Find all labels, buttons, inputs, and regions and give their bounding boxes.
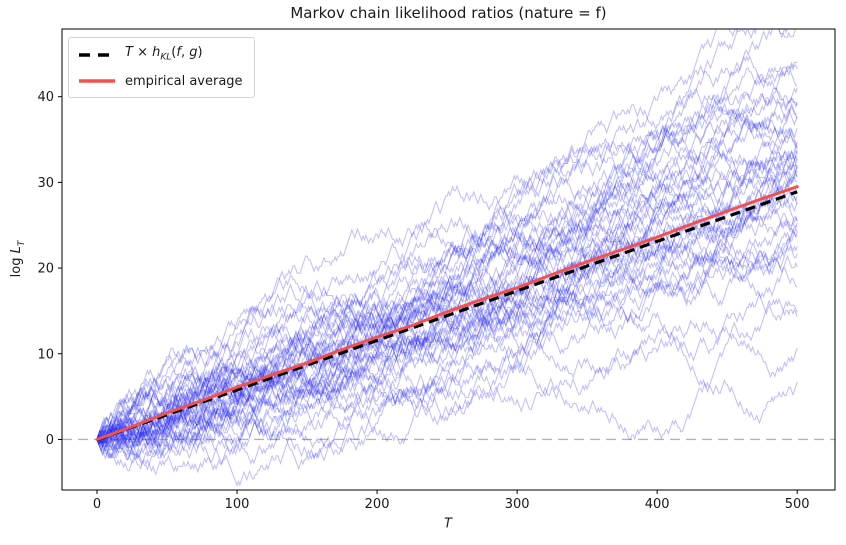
math-sub-KL: KL [160, 52, 172, 63]
trajectory-path [96, 193, 798, 444]
trajectory-path [96, 87, 798, 440]
trajectory-path [96, 158, 798, 444]
y-tick-label: 0 [46, 433, 54, 448]
trajectory-path [96, 105, 798, 472]
trajectory-path [97, 150, 798, 460]
trajectory-path [96, 64, 798, 448]
trajectory-path [96, 216, 798, 487]
trajectory-path [97, 166, 798, 456]
trajectory-path [97, 120, 798, 460]
trajectory-path [96, 360, 798, 448]
math-T: T [125, 45, 133, 60]
trajectory-path [96, 251, 798, 449]
x-tick-label: 400 [645, 497, 670, 512]
trajectory-path [96, 156, 798, 440]
legend-entry-theory: T × hKL(f, g) [78, 44, 243, 67]
x-axis-label: T [444, 516, 452, 532]
trajectory-path [96, 101, 798, 442]
trajectory-path [96, 225, 798, 459]
trajectory-path [96, 115, 798, 453]
math-paren-open: ( [171, 45, 177, 60]
chart-title: Markov chain likelihood ratios (nature =… [290, 4, 607, 22]
trajectory-path [97, 228, 798, 457]
trajectory-path [96, 198, 798, 440]
x-tick-label: 0 [93, 497, 101, 512]
trajectory-path [96, 87, 798, 452]
legend: T × hKL(f, g) empirical average [68, 37, 255, 98]
y-axis-label: log LT [9, 241, 27, 278]
y-tick-label: 10 [37, 347, 54, 362]
math-f: f [176, 45, 181, 60]
y-tick-label: 20 [37, 262, 54, 277]
trajectory-path [96, 150, 798, 449]
legend-entry-empirical: empirical average [78, 73, 243, 90]
math-g: g [189, 45, 198, 60]
trajectory-path [96, 126, 798, 455]
y-tick-label: 40 [37, 90, 54, 105]
trajectory-path [96, 297, 798, 471]
trajectory-path [96, 154, 798, 447]
trajectory-path [96, 256, 798, 448]
solid-line-sample-icon [79, 79, 115, 83]
trajectory-path [96, 138, 798, 445]
empirical-average-line [95, 185, 799, 441]
trajectory-path [96, 167, 798, 476]
trajectory-path [96, 29, 788, 445]
trajectory-path [96, 155, 798, 452]
axis-ticks: 0 100 200 300 400 500 0 10 20 30 40 [37, 90, 809, 512]
trajectory-path [96, 226, 798, 450]
trajectory-path [96, 208, 798, 465]
y-tick-label: 30 [37, 176, 54, 191]
y-label-var: L [9, 246, 25, 254]
trajectory-path [96, 54, 798, 451]
trajectory-path [96, 61, 798, 459]
x-tick-label: 300 [505, 497, 530, 512]
trajectory-path [96, 148, 798, 440]
math-comma: , [180, 45, 190, 60]
theory-line [96, 190, 798, 441]
trajectory-path [96, 254, 798, 440]
axes-box [61, 28, 836, 491]
plot-area [62, 29, 835, 487]
x-tick-label: 100 [225, 497, 250, 512]
x-tick-label: 500 [785, 497, 810, 512]
trajectory-path [97, 107, 798, 440]
math-paren-close: ) [197, 45, 203, 60]
y-label-sub: T [16, 240, 27, 247]
legend-label-empirical: empirical average [125, 73, 243, 89]
math-times: × [132, 45, 153, 60]
trajectory-path [96, 213, 798, 447]
math-h: h [152, 45, 161, 60]
trajectory-path [96, 113, 798, 440]
trajectory-path [96, 105, 798, 441]
y-label-log: log [9, 253, 25, 278]
trajectory-path [96, 168, 798, 460]
trajectory-path [96, 172, 798, 471]
trajectory-path [96, 292, 798, 457]
trajectory-path [97, 29, 757, 460]
dashed-line-sample-icon [79, 53, 115, 58]
x-tick-label: 200 [365, 497, 390, 512]
trajectory-path [96, 29, 797, 445]
legend-label-theory: T × hKL(f, g) [125, 44, 203, 67]
